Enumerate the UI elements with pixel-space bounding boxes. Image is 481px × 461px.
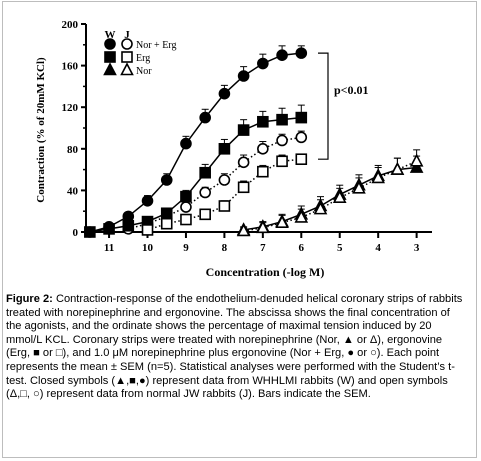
- series-0: [84, 45, 308, 238]
- p-value-annotation: p<0.01: [334, 83, 369, 97]
- legend-header-w: W: [105, 29, 116, 41]
- data-point: [295, 153, 308, 165]
- data-point: [199, 208, 211, 221]
- data-point: [141, 224, 154, 236]
- data-point: [276, 49, 288, 62]
- data-point: [332, 189, 347, 203]
- y-tick-label: 120: [62, 102, 79, 114]
- x-tick-label: 8: [222, 242, 228, 254]
- caption-text: Contraction-response of the endothelium-…: [6, 293, 463, 401]
- data-point: [122, 210, 135, 223]
- legend-marker-filled-2: [103, 62, 117, 76]
- legend-marker-open-2: [120, 62, 134, 76]
- series-line: [243, 160, 417, 232]
- data-point: [218, 87, 231, 100]
- chart: 0 40 80 120 160 200 11 10 9 8 7 6 5 4 3 W J Nor + Erg …: [35, 19, 432, 279]
- data-point: [218, 174, 231, 186]
- y-tick-label: 40: [67, 185, 79, 197]
- x-tick-label: 5: [337, 242, 343, 254]
- data-point: [103, 223, 115, 235]
- y-tick-label: 160: [62, 61, 79, 73]
- series-line: [89, 116, 302, 233]
- series-line: [243, 166, 417, 231]
- y-tick-label: 80: [67, 144, 79, 156]
- data-point: [257, 143, 269, 155]
- caption-label: Figure 2:: [6, 293, 53, 305]
- figure-caption: Figure 2: Contraction-response of the en…: [6, 293, 468, 402]
- series-layer: [84, 45, 424, 238]
- y-tick-label: 0: [73, 227, 79, 239]
- legend-header-j: J: [124, 29, 130, 41]
- x-tick-label: 3: [414, 242, 420, 254]
- legend-marker-filled-0: [104, 38, 116, 50]
- series-3: [141, 153, 308, 236]
- data-point: [257, 165, 269, 178]
- x-tick-label: 7: [260, 242, 266, 254]
- data-point: [276, 113, 288, 126]
- data-point: [257, 115, 269, 128]
- data-point: [295, 131, 308, 144]
- x-axis-label: Concentration (-log M): [206, 265, 325, 279]
- x-tick-label: 9: [183, 242, 189, 254]
- data-point: [160, 207, 173, 220]
- legend-marker-open-0: [121, 38, 133, 50]
- x-tick-label: 10: [142, 242, 154, 254]
- data-point: [218, 200, 231, 212]
- legend-marker-open-1: [121, 51, 133, 63]
- y-tick-label: 200: [62, 19, 79, 31]
- legend-label-nor: Nor: [136, 66, 152, 77]
- data-point: [84, 226, 96, 238]
- data-point: [409, 159, 424, 173]
- data-point: [199, 166, 211, 179]
- data-point: [141, 195, 154, 207]
- data-point: [199, 111, 211, 124]
- significance-bracket: p<0.01: [318, 52, 369, 160]
- data-point: [160, 217, 173, 230]
- data-point: [237, 156, 250, 169]
- y-axis-label: Contraction (% of 20mM KCl): [35, 57, 47, 203]
- data-point: [180, 190, 192, 203]
- data-point: [237, 181, 250, 194]
- data-point: [180, 201, 192, 213]
- data-point: [160, 174, 173, 186]
- data-point: [390, 161, 405, 175]
- data-point: [294, 209, 309, 223]
- x-tick-label: 6: [299, 242, 305, 254]
- data-point: [218, 143, 231, 155]
- data-point: [276, 134, 288, 147]
- data-point: [236, 223, 251, 237]
- data-point: [352, 180, 366, 194]
- data-point: [122, 219, 135, 232]
- data-point: [237, 124, 250, 136]
- data-point: [409, 153, 424, 167]
- data-point: [199, 186, 211, 199]
- series-5: [236, 149, 424, 237]
- data-point: [180, 137, 192, 150]
- data-point: [275, 214, 289, 228]
- data-point: [295, 111, 308, 124]
- data-point: [371, 170, 385, 184]
- data-point: [180, 213, 192, 226]
- data-point: [276, 155, 288, 168]
- data-point: [313, 201, 328, 215]
- legend-label-erg: Erg: [136, 53, 150, 64]
- axes: 0 40 80 120 160 200 11 10 9 8 7 6 5 4 3: [62, 19, 432, 254]
- series-line: [89, 52, 302, 233]
- x-tick-label: 4: [375, 242, 381, 254]
- data-point: [237, 70, 250, 82]
- data-point: [256, 220, 270, 234]
- x-tick-label: 11: [104, 242, 114, 254]
- data-point: [257, 57, 269, 70]
- series-line: [128, 136, 302, 230]
- legend-label-nor-erg: Nor + Erg: [136, 40, 176, 51]
- bracket-line: [318, 52, 329, 160]
- legend-marker-filled-1: [104, 51, 116, 63]
- data-point: [295, 47, 308, 59]
- series-2: [84, 104, 308, 238]
- legend: W J Nor + Erg Erg Nor: [103, 29, 176, 77]
